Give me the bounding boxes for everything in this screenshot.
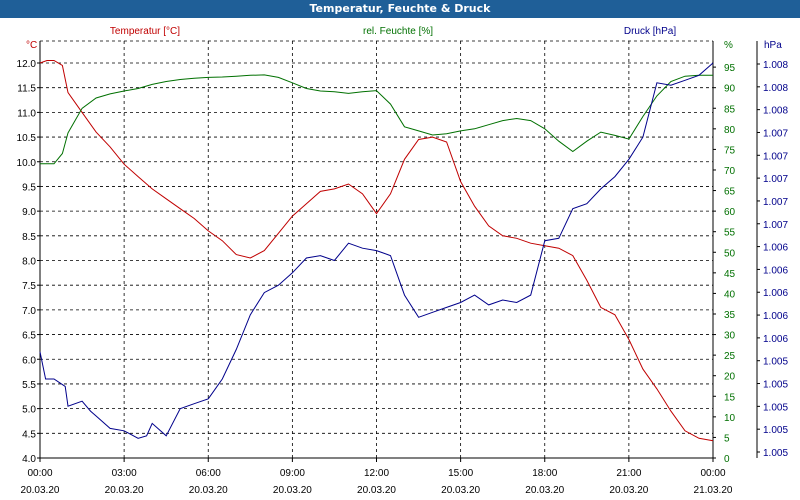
- x-tick-label-date: 20.03.20: [441, 485, 480, 496]
- y-tick-label-humidity: 95: [724, 63, 736, 74]
- y-tick-label-pressure: 1.008: [763, 106, 788, 117]
- y-tick-label-temp: 9.5: [22, 182, 36, 193]
- y-tick-label-temp: 8.0: [22, 257, 36, 268]
- y-tick-label-temp: 5.0: [22, 405, 36, 416]
- x-tick-label-date: 20.03.20: [525, 485, 564, 496]
- y-tick-label-temp: 9.0: [22, 207, 36, 218]
- y-tick-label-pressure: 1.007: [763, 128, 788, 139]
- y-tick-label-humidity: 45: [724, 269, 736, 280]
- y-tick-label-humidity: 20: [724, 372, 736, 383]
- x-tick-label-date: 20.03.20: [105, 485, 144, 496]
- y-unit-humidity: %: [724, 40, 733, 51]
- y-tick-label-temp: 11.0: [17, 108, 36, 119]
- y-tick-label-humidity: 35: [724, 310, 736, 321]
- y-tick-label-humidity: 90: [724, 84, 736, 95]
- series-pressure-line: [39, 62, 714, 439]
- x-tick-label-date: 20.03.20: [609, 485, 648, 496]
- x-tick-label-date: 21.03.20: [694, 485, 733, 496]
- y-tick-label-pressure: 1.005: [763, 402, 788, 413]
- series-label-pressure: Druck [hPa]: [624, 26, 676, 37]
- y-tick-label-pressure: 1.006: [763, 334, 788, 345]
- y-tick-label-pressure: 1.006: [763, 311, 788, 322]
- y-tick-label-humidity: 70: [724, 166, 736, 177]
- x-tick-label-time: 12:00: [364, 468, 389, 479]
- x-tick-label-time: 09:00: [280, 468, 305, 479]
- y-tick-label-humidity: 5: [724, 433, 730, 444]
- y-tick-label-pressure: 1.008: [763, 60, 788, 71]
- y-tick-label-humidity: 10: [724, 413, 736, 424]
- y-tick-label-temp: 6.5: [22, 331, 36, 342]
- y-tick-label-temp: 10.5: [17, 133, 37, 144]
- series-label-humidity: rel. Feuchte [%]: [363, 26, 433, 37]
- series-humidity-line: [40, 74, 713, 165]
- x-tick-label-time: 03:00: [112, 468, 137, 479]
- y-tick-label-pressure: 1.007: [763, 220, 788, 231]
- y-tick-label-humidity: 75: [724, 145, 736, 156]
- y-tick-label-temp: 7.0: [22, 306, 36, 317]
- y-unit-pressure: hPa: [764, 40, 782, 51]
- y-unit-temp: °C: [26, 40, 37, 51]
- y-tick-label-pressure: 1.005: [763, 425, 788, 436]
- y-tick-label-temp: 6.0: [22, 355, 36, 366]
- series-label-temp: Temperatur [°C]: [110, 26, 180, 37]
- y-tick-label-humidity: 60: [724, 207, 736, 218]
- x-tick-label-date: 20.03.20: [189, 485, 228, 496]
- x-tick-label-date: 20.03.20: [21, 485, 60, 496]
- y-tick-label-temp: 7.5: [22, 281, 36, 292]
- y-tick-label-pressure: 1.005: [763, 357, 788, 368]
- x-tick-label-time: 18:00: [532, 468, 557, 479]
- y-tick-label-pressure: 1.006: [763, 288, 788, 299]
- y-tick-label-temp: 8.5: [22, 232, 36, 243]
- series-temperature-line: [39, 60, 714, 442]
- y-tick-label-temp: 12.0: [17, 59, 37, 70]
- y-tick-label-temp: 10.0: [17, 158, 37, 169]
- y-tick-label-humidity: 30: [724, 331, 736, 342]
- x-tick-label-time: 00:00: [700, 468, 725, 479]
- y-tick-label-humidity: 65: [724, 187, 736, 198]
- y-tick-label-humidity: 0: [724, 454, 730, 465]
- y-tick-label-humidity: 25: [724, 351, 736, 362]
- x-tick-label-time: 00:00: [27, 468, 52, 479]
- y-tick-label-pressure: 1.005: [763, 448, 788, 459]
- x-tick-label-time: 21:00: [616, 468, 641, 479]
- chart-title: Temperatur, Feuchte & Druck: [0, 0, 800, 18]
- y-tick-label-pressure: 1.006: [763, 243, 788, 254]
- y-tick-label-humidity: 40: [724, 289, 736, 300]
- y-tick-label-humidity: 15: [724, 392, 736, 403]
- y-tick-label-pressure: 1.006: [763, 265, 788, 276]
- y-tick-label-humidity: 85: [724, 104, 736, 115]
- y-tick-label-pressure: 1.008: [763, 83, 788, 94]
- y-tick-label-pressure: 1.005: [763, 380, 788, 391]
- y-tick-label-pressure: 1.007: [763, 151, 788, 162]
- x-tick-label-date: 20.03.20: [357, 485, 396, 496]
- y-tick-label-humidity: 80: [724, 125, 736, 136]
- y-tick-label-temp: 11.5: [17, 84, 36, 95]
- y-tick-label-humidity: 55: [724, 228, 736, 239]
- y-tick-label-temp: 4.0: [22, 454, 36, 465]
- y-tick-label-temp: 4.5: [22, 429, 36, 440]
- y-tick-label-pressure: 1.007: [763, 197, 788, 208]
- y-tick-label-pressure: 1.007: [763, 174, 788, 185]
- y-tick-label-temp: 5.5: [22, 380, 36, 391]
- x-tick-label-date: 20.03.20: [273, 485, 312, 496]
- y-tick-label-humidity: 50: [724, 248, 736, 259]
- x-tick-label-time: 06:00: [196, 468, 221, 479]
- x-tick-label-time: 15:00: [448, 468, 473, 479]
